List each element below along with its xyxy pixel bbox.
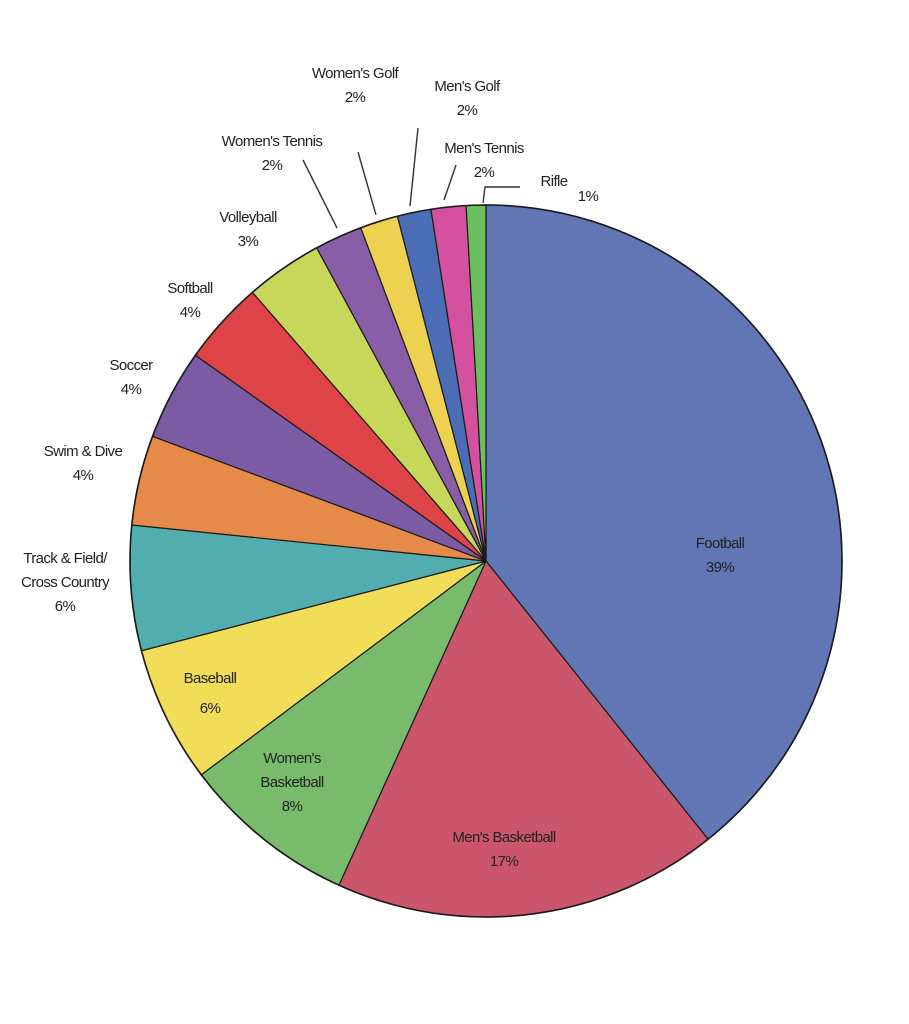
leader-line-men-s-golf — [409, 127, 419, 207]
value-text: 2% — [262, 157, 283, 174]
label-softball: Softball 4% — [167, 280, 212, 321]
leader-line-women-s-tennis — [302, 159, 338, 229]
label-text: Soccer — [109, 357, 153, 374]
label-football: Football 39% — [696, 535, 745, 576]
value-text: 3% — [238, 233, 259, 250]
label-text: Cross Country — [21, 574, 110, 591]
value-rifle: 1% — [578, 188, 599, 205]
leader-line-men-s-tennis — [443, 164, 457, 201]
slice-labels: Football 39% Men's Basketball 17% Women's Bas… — [21, 65, 745, 870]
label-text: Women's — [263, 750, 321, 767]
label-text: Basketball — [260, 774, 323, 791]
value-text: 4% — [73, 467, 94, 484]
value-text: 6% — [200, 700, 221, 717]
label-rifle: Rifle — [540, 173, 567, 190]
value-text: 4% — [180, 304, 201, 321]
label-text: Football — [696, 535, 745, 552]
label-text: Volleyball — [219, 209, 277, 226]
pie-outline — [129, 204, 843, 918]
label-soccer: Soccer 4% — [109, 357, 153, 398]
label-baseball: Baseball 6% — [184, 670, 237, 717]
leader-lines — [302, 127, 520, 229]
label-text: Softball — [167, 280, 212, 297]
value-text: 4% — [121, 381, 142, 398]
label-track-field-cross-country: Track & Field/Cross Country 6% — [21, 550, 110, 615]
value-text: 17% — [490, 853, 518, 870]
leader-line-women-s-golf — [357, 151, 377, 216]
label-men-s-golf: Men's Golf 2% — [434, 78, 501, 119]
label-text: Men's Golf — [434, 78, 501, 95]
value-text: 6% — [55, 598, 76, 615]
label-text: Women's Tennis — [222, 133, 323, 150]
label-women-s-basketball: Women's Basketball 8% — [260, 750, 323, 815]
label-text: Baseball — [184, 670, 237, 687]
label-women-s-tennis: Women's Tennis 2% — [222, 133, 323, 174]
label-men-s-basketball: Men's Basketball 17% — [452, 829, 556, 870]
label-text: Track & Field/ — [23, 550, 108, 567]
label-women-s-golf: Women's Golf 2% — [312, 65, 400, 106]
label-men-s-tennis: Men's Tennis 2% — [444, 140, 524, 181]
label-text: Men's Basketball — [452, 829, 556, 846]
leader-line-rifle — [482, 186, 520, 204]
label-swim-dive: Swim & Dive 4% — [44, 443, 123, 484]
label-text: Women's Golf — [312, 65, 400, 82]
label-volleyball: Volleyball 3% — [219, 209, 277, 250]
value-text: 8% — [282, 798, 303, 815]
value-text: 39% — [706, 559, 734, 576]
label-text: Men's Tennis — [444, 140, 524, 157]
value-text: 2% — [345, 89, 366, 106]
label-text: Swim & Dive — [44, 443, 123, 460]
value-text: 2% — [457, 102, 478, 119]
value-text: 2% — [474, 164, 495, 181]
pie-slices — [129, 204, 843, 918]
label-text: Rifle — [540, 173, 567, 190]
